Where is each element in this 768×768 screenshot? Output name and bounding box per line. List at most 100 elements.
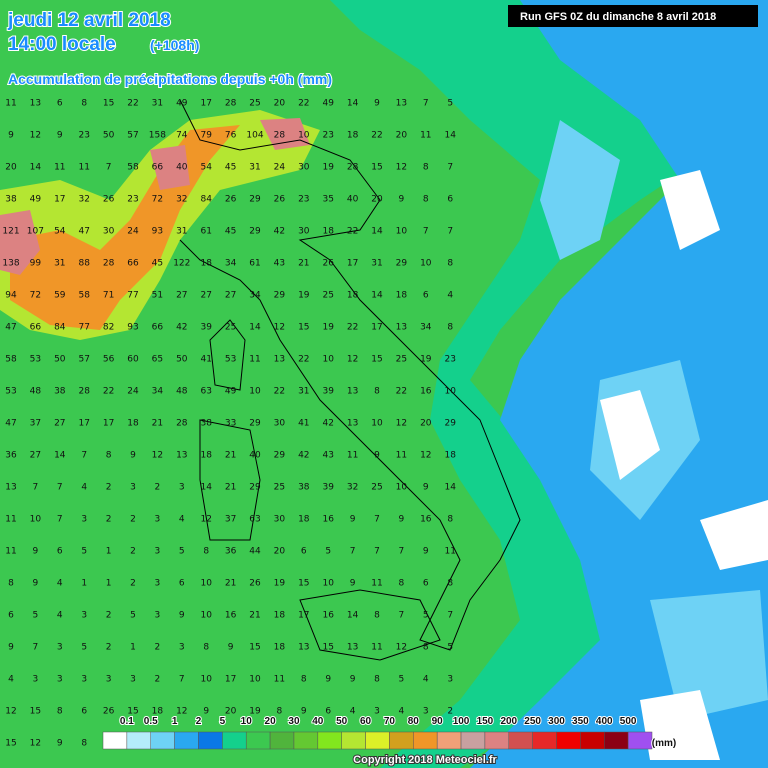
legend-swatch — [198, 731, 223, 750]
grid-value: 43 — [274, 259, 285, 269]
grid-value: 3 — [81, 515, 87, 525]
grid-value: 3 — [130, 675, 136, 685]
grid-value: 6 — [423, 291, 429, 301]
grid-value: 17 — [347, 259, 358, 269]
grid-value: 57 — [127, 131, 138, 141]
grid-value: 54 — [54, 227, 66, 237]
grid-value: 5 — [179, 547, 185, 557]
grid-value: 27 — [176, 291, 187, 301]
grid-value: 11 — [5, 99, 16, 109]
grid-value: 2 — [130, 579, 136, 589]
grid-value: 32 — [347, 483, 358, 493]
grid-value: 12 — [30, 131, 41, 141]
grid-value: 5 — [130, 611, 136, 621]
grid-value: 9 — [33, 579, 39, 589]
grid-value: 2 — [106, 643, 112, 653]
grid-value: 22 — [103, 387, 114, 397]
grid-value: 22 — [298, 99, 309, 109]
grid-value: 7 — [399, 611, 405, 621]
grid-value: 14 — [444, 483, 456, 493]
grid-value: 15 — [322, 643, 333, 653]
grid-value: 10 — [420, 259, 432, 269]
legend-label: 500 — [620, 716, 637, 727]
legend-label: 250 — [524, 716, 541, 727]
grid-value: 29 — [249, 419, 261, 429]
grid-value: 50 — [54, 355, 66, 365]
legend-label: 80 — [408, 716, 420, 727]
grid-value: 8 — [447, 323, 453, 333]
grid-value: 58 — [5, 355, 17, 365]
grid-value: 10 — [371, 419, 383, 429]
grid-value: 20 — [225, 707, 237, 717]
grid-value: 15 — [371, 163, 382, 173]
grid-value: 57 — [78, 355, 89, 365]
grid-value: 7 — [350, 547, 356, 557]
grid-value: 11 — [347, 451, 358, 461]
grid-value: 47 — [5, 323, 16, 333]
grid-value: 13 — [396, 323, 407, 333]
grid-value: 15 — [249, 643, 260, 653]
grid-value: 22 — [347, 227, 358, 237]
grid-value: 12 — [347, 355, 358, 365]
grid-value: 3 — [155, 547, 161, 557]
grid-value: 38 — [298, 483, 310, 493]
grid-value: 121 — [2, 227, 19, 237]
grid-value: 12 — [200, 515, 211, 525]
grid-value: 4 — [423, 675, 429, 685]
grid-value: 11 — [371, 579, 382, 589]
grid-value: 20 — [371, 195, 383, 205]
grid-value: 10 — [444, 387, 456, 397]
grid-value: 30 — [274, 515, 286, 525]
subtitle: Accumulation de précipitations depuis +0… — [8, 71, 332, 87]
grid-value: 49 — [225, 387, 237, 397]
grid-value: 19 — [322, 163, 334, 173]
grid-value: 5 — [81, 643, 87, 653]
grid-value: 21 — [225, 579, 236, 589]
grid-value: 8 — [374, 611, 380, 621]
grid-value: 25 — [322, 291, 333, 301]
grid-value: 66 — [30, 323, 42, 333]
grid-value: 8 — [447, 579, 453, 589]
grid-value: 7 — [399, 547, 405, 557]
grid-value: 25 — [274, 483, 285, 493]
legend-label: 60 — [360, 716, 372, 727]
grid-value: 17 — [298, 611, 309, 621]
grid-value: 5 — [399, 675, 405, 685]
grid-value: 4 — [8, 675, 14, 685]
grid-value: 40 — [249, 451, 261, 461]
grid-value: 9 — [374, 99, 380, 109]
run-info: Run GFS 0Z du dimanche 8 avril 2018 — [520, 11, 716, 23]
grid-value: 17 — [103, 419, 114, 429]
grid-value: 18 — [200, 259, 212, 269]
grid-value: 21 — [298, 259, 309, 269]
grid-value: 17 — [225, 675, 236, 685]
legend-swatch — [317, 731, 342, 750]
grid-value: 25 — [371, 483, 382, 493]
grid-value: 16 — [322, 515, 334, 525]
grid-value: 12 — [396, 419, 407, 429]
grid-value: 77 — [78, 323, 89, 333]
legend-label: 70 — [384, 716, 396, 727]
grid-value: 34 — [420, 323, 432, 333]
grid-value: 18 — [396, 291, 408, 301]
grid-value: 2 — [106, 515, 112, 525]
legend-label: 100 — [453, 716, 470, 727]
grid-value: 8 — [399, 579, 405, 589]
grid-value: 8 — [374, 675, 380, 685]
grid-value: 13 — [396, 99, 407, 109]
legend-label: 200 — [500, 716, 517, 727]
legend-label: 90 — [432, 716, 444, 727]
grid-value: 9 — [399, 515, 405, 525]
grid-value: 39 — [322, 483, 334, 493]
grid-value: 21 — [249, 611, 260, 621]
grid-value: 32 — [176, 195, 187, 205]
grid-value: 29 — [274, 451, 286, 461]
grid-value: 1 — [106, 547, 112, 557]
grid-value: 9 — [423, 483, 429, 493]
grid-value: 14 — [371, 227, 383, 237]
grid-value: 13 — [298, 643, 309, 653]
grid-value: 49 — [30, 195, 42, 205]
grid-value: 8 — [81, 99, 87, 109]
grid-value: 12 — [396, 643, 407, 653]
lead-time: (+108h) — [150, 37, 199, 53]
